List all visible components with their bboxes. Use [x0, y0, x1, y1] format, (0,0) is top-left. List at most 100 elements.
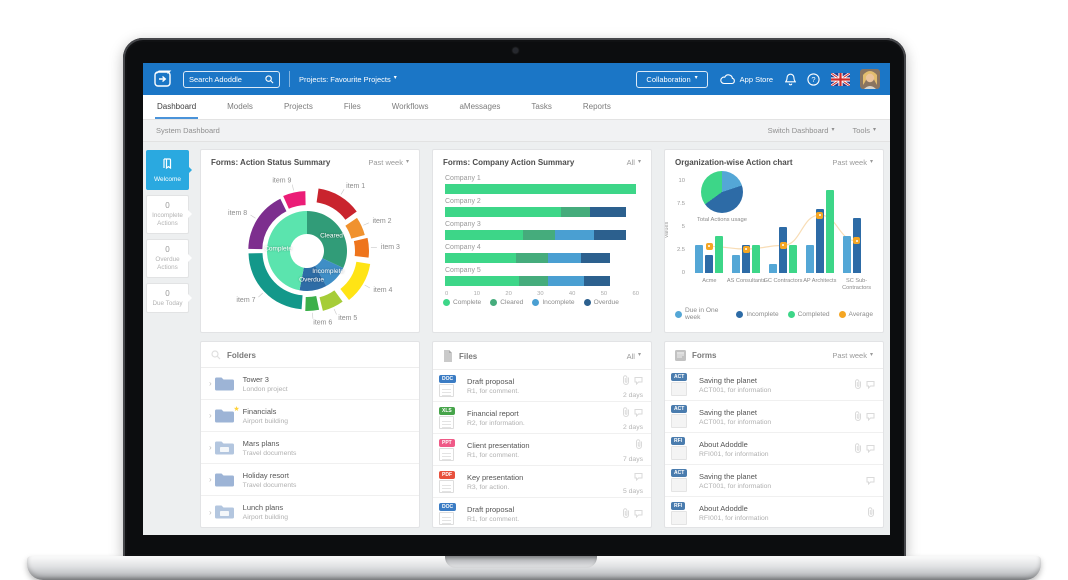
search-icon[interactable]	[265, 74, 274, 84]
sidebar-item-due-today[interactable]: 0 Due Today	[146, 282, 192, 314]
sunburst-item-5[interactable]	[319, 290, 343, 311]
bar-due-in-one-week[interactable]	[842, 236, 851, 273]
folder-row[interactable]: › Lunch plans Airport building	[201, 496, 419, 527]
collaboration-dropdown[interactable]: Collaboration	[636, 70, 708, 88]
file-row[interactable]: DOC Draft proposal R1, for comment.	[433, 498, 651, 527]
tab-amessages[interactable]: aMessages	[459, 101, 501, 111]
average-marker[interactable]	[853, 237, 861, 245]
bar-completed[interactable]	[825, 190, 834, 273]
stacked-bar-company-5[interactable]	[445, 276, 639, 286]
bar-incomplete[interactable]	[852, 217, 861, 273]
bar-incomplete[interactable]	[815, 208, 824, 273]
panel-filter-dropdown[interactable]: Past week	[368, 158, 409, 167]
notifications-button[interactable]	[785, 73, 796, 86]
sunburst-item-7[interactable]	[248, 253, 303, 310]
bar-due-in-one-week[interactable]	[769, 263, 777, 273]
comment-icon[interactable]	[634, 404, 643, 422]
panel-filter-dropdown[interactable]: Past week	[832, 351, 873, 360]
sidebar-item-welcome[interactable]: Welcome	[146, 150, 192, 191]
panel-filter-dropdown[interactable]: All	[627, 158, 641, 167]
folder-row[interactable]: › Mars plans Travel documents	[201, 432, 419, 464]
tab-reports[interactable]: Reports	[582, 101, 611, 111]
form-row[interactable]: ACT Saving the planet ACT001, for informat…	[665, 401, 883, 433]
sunburst-item-2[interactable]	[345, 217, 365, 239]
chevron-right-icon[interactable]: ›	[209, 475, 212, 484]
attachment-icon[interactable]	[867, 504, 875, 522]
comment-icon[interactable]	[634, 372, 643, 390]
bar-incomplete[interactable]	[742, 245, 751, 273]
tab-models[interactable]: Models	[227, 101, 253, 111]
bar-due-in-one-week[interactable]	[732, 254, 741, 273]
legend-item-due-in-one-week[interactable]: Due in One week	[675, 307, 727, 321]
tab-projects[interactable]: Projects	[283, 101, 313, 111]
help-button[interactable]: ?	[807, 72, 820, 86]
attachment-icon[interactable]	[622, 505, 630, 523]
sunburst-inner-cleared[interactable]	[307, 211, 347, 269]
comment-icon[interactable]	[866, 472, 875, 490]
legend-item-cleared[interactable]: Cleared	[490, 299, 523, 306]
average-marker[interactable]	[779, 241, 787, 249]
form-row[interactable]: ACT Saving the planet ACT001, for informat…	[665, 465, 883, 497]
user-avatar[interactable]	[860, 69, 880, 89]
tab-files[interactable]: Files	[343, 101, 361, 111]
legend-item-incomplete[interactable]: Incomplete	[532, 299, 575, 306]
tab-workflows[interactable]: Workflows	[391, 101, 429, 111]
chevron-right-icon[interactable]: ›	[209, 379, 212, 388]
bar-incomplete[interactable]	[779, 227, 787, 273]
organization-action-bar-chart[interactable]: 0 2.5 5 7.5 10 Values Acme AS Consultants GC Con…	[665, 171, 883, 301]
legend-item-average[interactable]: Average	[838, 310, 873, 318]
panel-filter-dropdown[interactable]: All	[627, 352, 641, 361]
bar-completed[interactable]	[715, 236, 724, 273]
sunburst-item-9[interactable]	[283, 191, 306, 209]
average-marker[interactable]	[816, 211, 824, 219]
comment-icon[interactable]	[866, 376, 875, 394]
average-marker[interactable]	[742, 245, 750, 253]
attachment-icon[interactable]	[622, 404, 630, 422]
legend-item-overdue[interactable]: Overdue	[583, 299, 619, 306]
file-row[interactable]: PPT Client presentation R1, for comment. 7 …	[433, 434, 651, 466]
sidebar-item-overdue-actions[interactable]: 0 Overdue Actions	[146, 238, 192, 278]
chevron-right-icon[interactable]: ›	[209, 507, 212, 517]
folder-row[interactable]: › Tower 3 London project	[201, 368, 419, 400]
comment-icon[interactable]	[634, 505, 643, 523]
project-selector-dropdown[interactable]: Projects: Favourite Projects	[299, 75, 397, 84]
sunburst-inner-overdue[interactable]	[299, 265, 327, 291]
form-row[interactable]: RFI About Adoddle RFI001, for information	[665, 497, 883, 527]
stacked-bar-company-2[interactable]	[445, 207, 639, 217]
stacked-bar-company-3[interactable]	[445, 230, 639, 240]
total-actions-pie-chart[interactable]	[701, 171, 743, 213]
switch-dashboard-dropdown[interactable]: Switch Dashboard	[768, 126, 835, 135]
average-marker[interactable]	[705, 242, 713, 250]
attachment-icon[interactable]	[854, 376, 862, 394]
attachment-icon[interactable]	[854, 440, 862, 458]
form-row[interactable]: ACT Saving the planet ACT001, for informat…	[665, 369, 883, 401]
form-row[interactable]: RFI About Adoddle RFI001, for information	[665, 433, 883, 465]
attachment-icon[interactable]	[622, 372, 630, 390]
tab-tasks[interactable]: Tasks	[531, 101, 552, 111]
bar-incomplete[interactable]	[705, 254, 714, 273]
sunburst-inner-complete[interactable]	[267, 211, 307, 291]
bar-completed[interactable]	[789, 245, 797, 273]
company-action-bar-chart[interactable]: Company 1 Company 2 Company 3 Company 4 Comp…	[433, 175, 651, 297]
comment-icon[interactable]	[634, 468, 643, 486]
tab-dashboard[interactable]: Dashboard	[155, 95, 199, 119]
sunburst-inner-incomplete[interactable]	[315, 258, 344, 287]
comment-icon[interactable]	[866, 408, 875, 426]
sunburst-item-8[interactable]	[248, 198, 287, 250]
chevron-right-icon[interactable]: ›	[209, 411, 212, 420]
attachment-icon[interactable]	[635, 436, 643, 454]
attachment-icon[interactable]	[854, 408, 862, 426]
stacked-bar-company-4[interactable]	[445, 253, 639, 263]
sidebar-item-incomplete-actions[interactable]: 0 Incomplete Actions	[146, 195, 192, 234]
sunburst-item-3[interactable]	[353, 237, 369, 258]
file-row[interactable]: PDF Key presentation R3, for action. 5 days	[433, 466, 651, 498]
bar-completed[interactable]	[752, 245, 761, 273]
adoddle-logo-icon[interactable]	[153, 69, 173, 89]
legend-item-incomplete[interactable]: Incomplete	[736, 310, 779, 318]
folder-row[interactable]: › ★ Financials Airport building	[201, 400, 419, 432]
folder-row[interactable]: › Holiday resort Travel documents	[201, 464, 419, 496]
action-status-sunburst-chart[interactable]: item 1 item 2 item 3 item 4 item 5 item 6 item…	[201, 171, 419, 327]
file-row[interactable]: XLS Financial report R2, for information. 2…	[433, 402, 651, 434]
app-store-button[interactable]: App Store	[719, 73, 773, 85]
panel-filter-dropdown[interactable]: Past week	[832, 158, 873, 167]
